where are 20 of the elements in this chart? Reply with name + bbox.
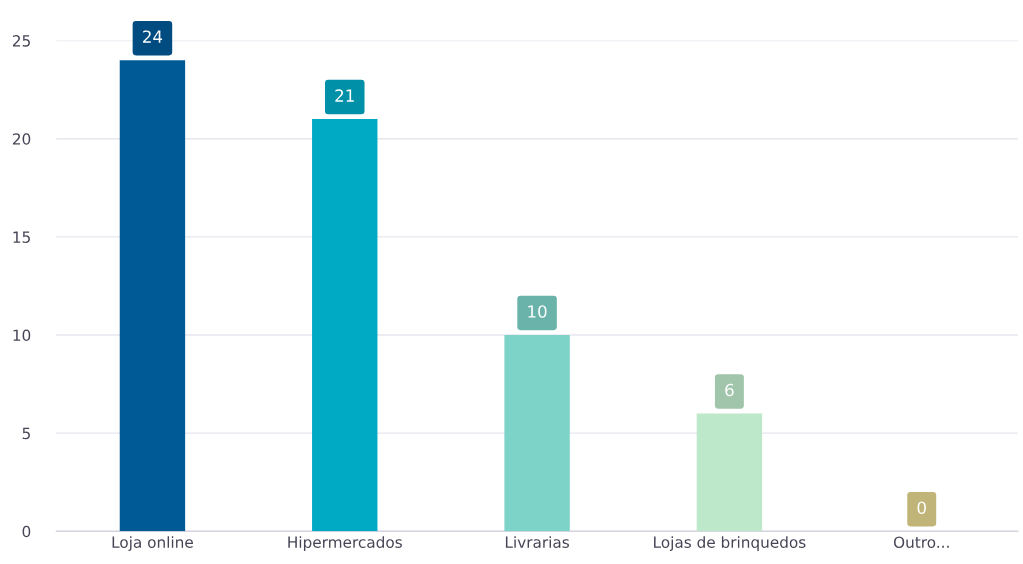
y-tick-label: 0 (22, 525, 31, 538)
y-tick-label: 5 (22, 427, 30, 440)
y-tick-label: 25 (12, 35, 30, 47)
bar (312, 119, 378, 532)
data-label: 24 (143, 30, 163, 43)
data-label: 10 (528, 305, 547, 318)
bar (696, 413, 763, 532)
y-tick-label: 20 (12, 133, 31, 145)
bar (504, 335, 570, 532)
y-tick-label: 15 (13, 231, 30, 243)
bar (119, 60, 186, 532)
data-label: 0 (917, 501, 926, 515)
x-tick-label: Outro... (893, 536, 949, 548)
data-label: 6 (725, 383, 734, 397)
x-tick-label: Livrarias (505, 536, 569, 548)
x-tick-label: Hipermercados (288, 536, 402, 551)
y-tick-label: 10 (13, 329, 31, 342)
data-label: 21 (335, 89, 354, 102)
x-tick-label: Lojas de brinquedos (654, 536, 806, 551)
x-tick-label: Loja online (112, 536, 193, 551)
